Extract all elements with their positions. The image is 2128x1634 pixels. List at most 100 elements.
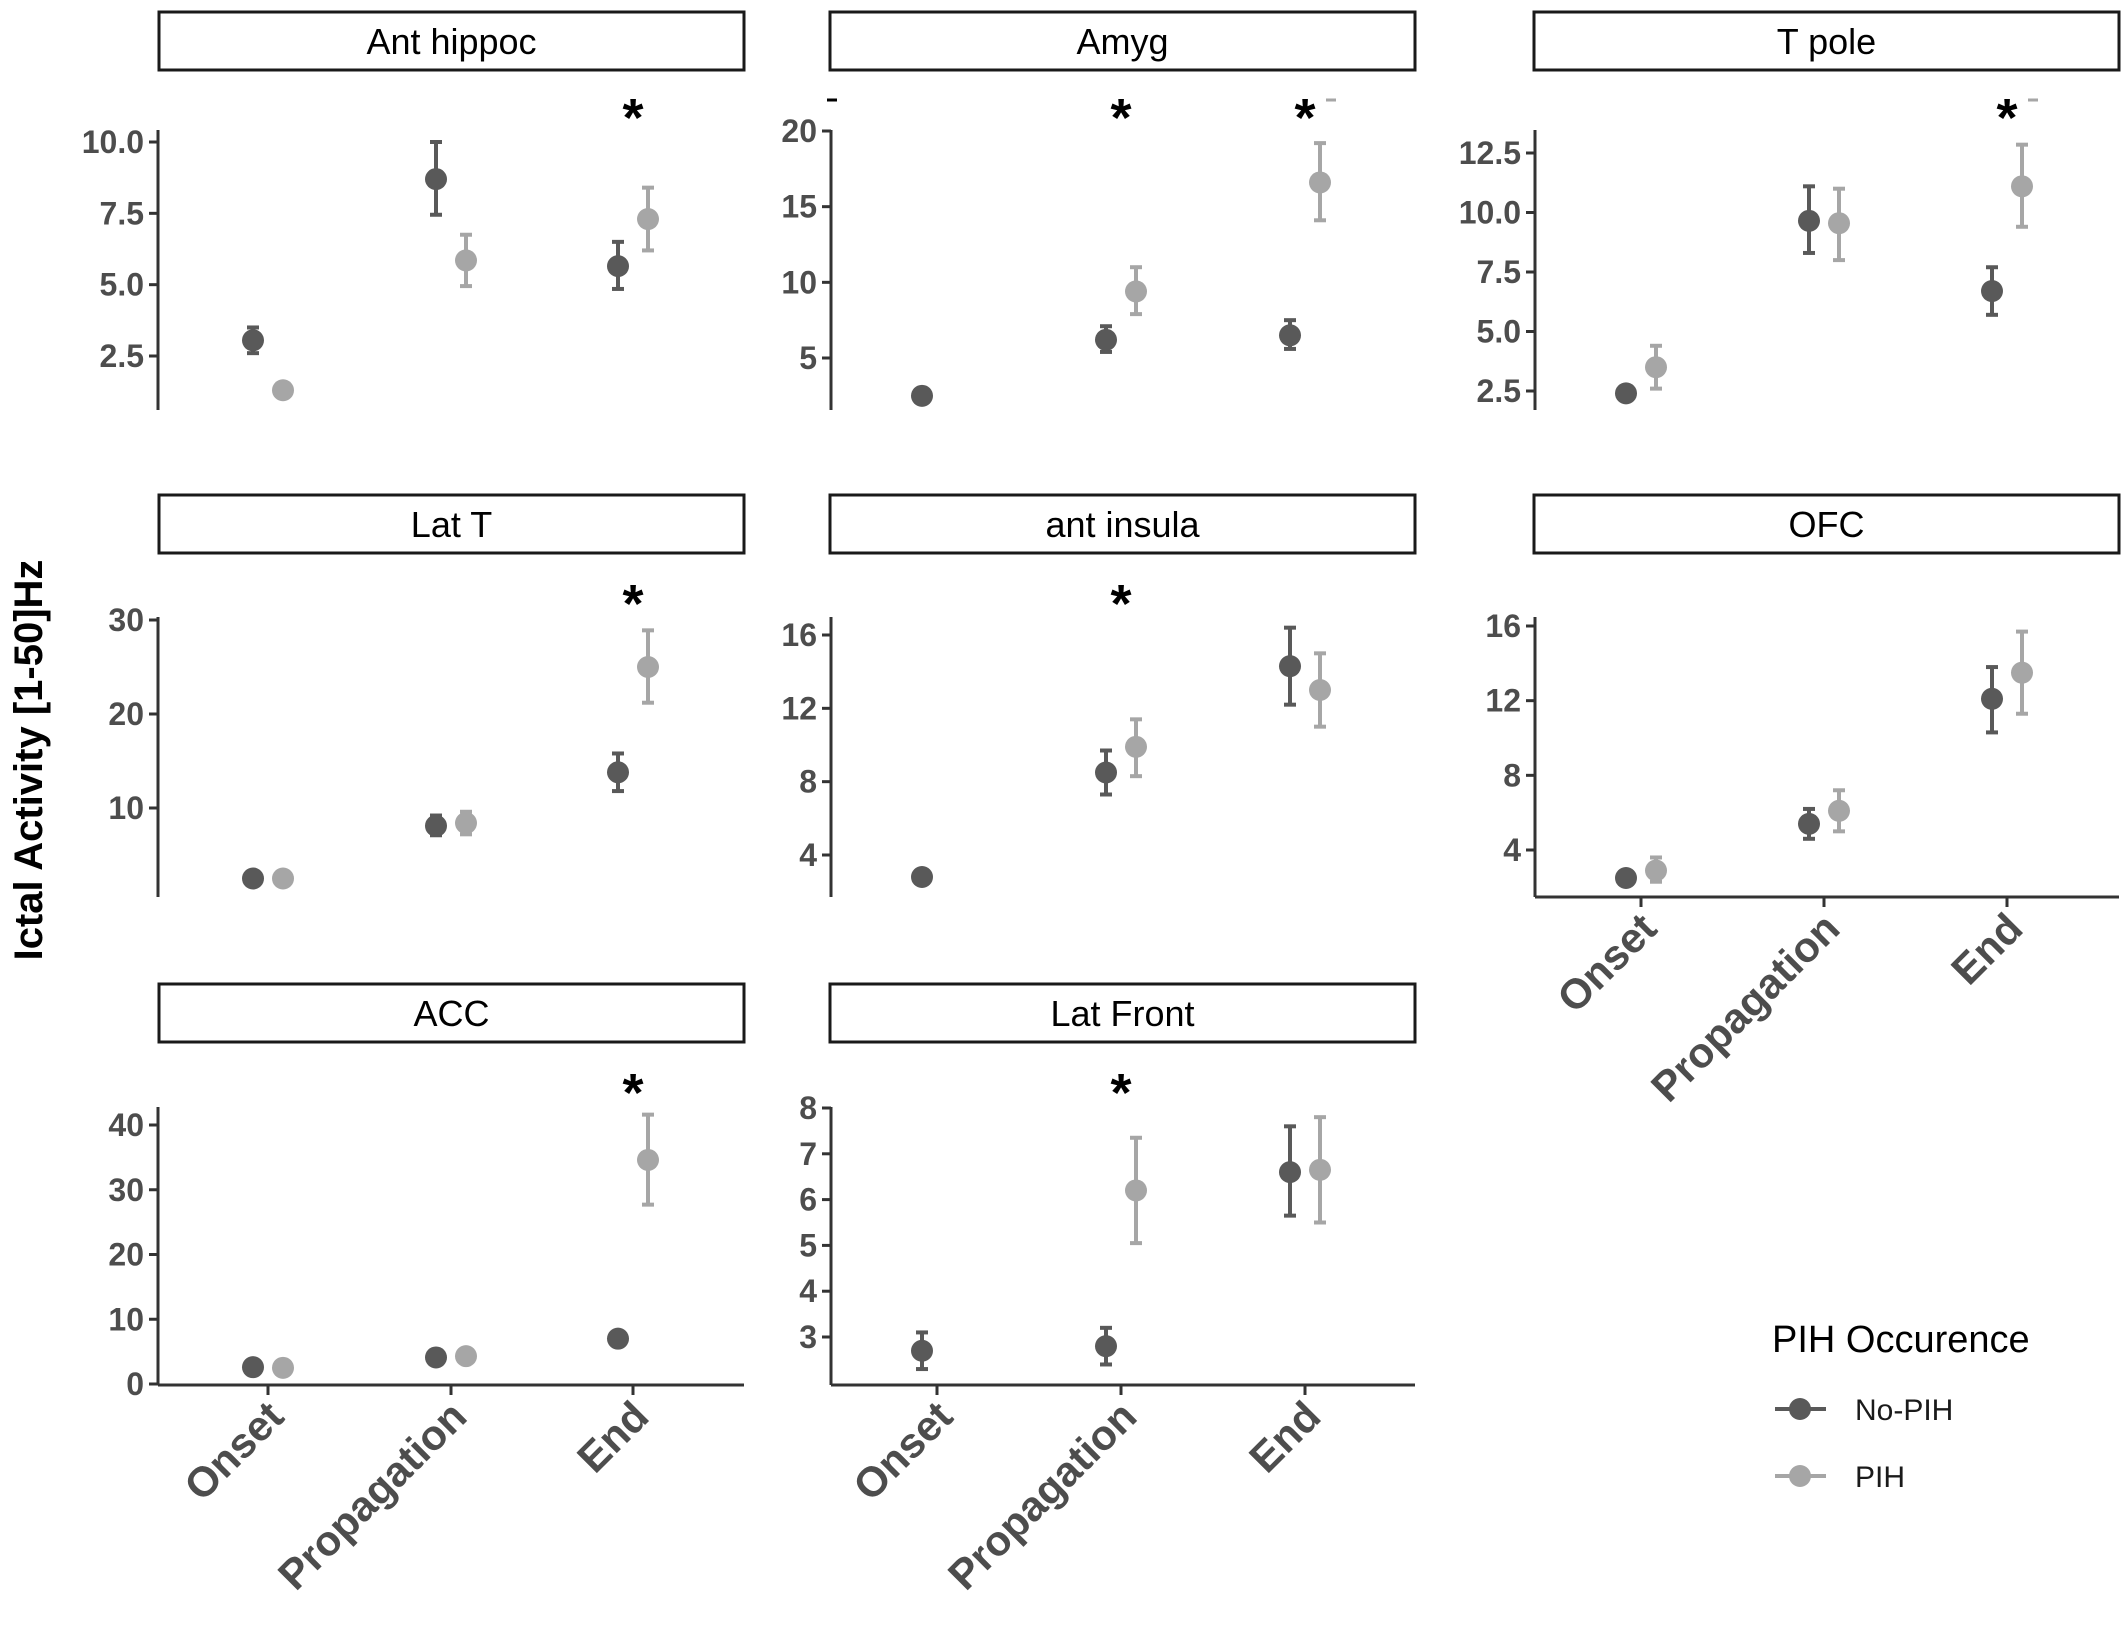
y-tick-label: 10	[781, 264, 817, 300]
series-no-pih	[911, 625, 1301, 888]
data-point	[1279, 655, 1301, 678]
legend-title: PIH Occurence	[1772, 1319, 2030, 1361]
significance-star: *	[1110, 574, 1131, 634]
y-tick-label: 4	[799, 1273, 817, 1309]
panel-strip	[157, 10, 746, 72]
data-point	[1279, 324, 1301, 347]
series-pih	[1645, 142, 2033, 391]
data-point	[1981, 687, 2003, 710]
y-tick-label: 12	[1485, 683, 1521, 719]
data-point	[425, 1346, 447, 1369]
legend-label-pih: PIH	[1855, 1461, 1905, 1494]
panel-ant-hippoc: Ant hippoc 2.5 5.0 7.5 10.0 *	[82, 10, 746, 410]
panel-title: ant insula	[1045, 504, 1200, 545]
data-point	[1309, 679, 1331, 701]
x-tick-label: Onset	[844, 1392, 961, 1509]
panel-ant-insula: ant insula 4 8 12 16 *	[781, 493, 1417, 897]
y-tick-label: 4	[799, 837, 817, 873]
data-point	[455, 1345, 477, 1368]
panel-strip	[157, 982, 746, 1044]
data-point	[1981, 280, 2003, 303]
y-tick-label: 2.5	[100, 338, 144, 374]
data-point	[1615, 867, 1637, 889]
data-point	[1095, 761, 1117, 784]
y-tick-label: 20	[108, 1237, 144, 1273]
legend-items: No-PIH PIH	[1775, 1394, 1953, 1494]
series-pih	[272, 185, 659, 402]
data-point	[607, 1327, 629, 1350]
data-point	[1828, 212, 1850, 235]
y-tick-label: 16	[1485, 608, 1521, 644]
data-point	[911, 866, 933, 888]
data-point	[1645, 859, 1667, 882]
panel-strip	[828, 493, 1417, 555]
legend-key-dot	[1789, 1398, 1811, 1420]
x-tick-label: End	[1240, 1392, 1329, 1481]
y-axis-label: Ictal Activity [1-50]Hz	[7, 560, 51, 961]
y-tick-label: 4	[1503, 832, 1521, 868]
series-no-pih	[911, 1124, 1301, 1372]
y-tick-label: 8	[799, 1090, 817, 1126]
x-tick-label: Onset	[175, 1392, 292, 1509]
data-point	[637, 656, 659, 678]
y-tick-label: 20	[781, 113, 817, 149]
y-tick-label: 20	[108, 696, 144, 732]
significance-star: *	[622, 574, 643, 634]
legend-key-dot	[1789, 1465, 1811, 1487]
panel-strip	[157, 493, 746, 555]
panel-title: ACC	[413, 993, 489, 1034]
data-point	[1309, 171, 1331, 194]
data-point	[1095, 1335, 1117, 1358]
y-tick-label: 6	[799, 1182, 817, 1218]
series-pih	[272, 628, 659, 890]
significance-star: *	[622, 1063, 643, 1123]
data-point	[637, 208, 659, 231]
significance-star: *	[1294, 88, 1315, 148]
y-tick-label: 7	[799, 1136, 817, 1172]
y-tick-label: 10	[108, 790, 144, 826]
data-point	[425, 814, 447, 837]
data-point	[2011, 175, 2033, 198]
y-tick-label: 10.0	[82, 124, 144, 160]
legend: PIH Occurence No-PIH PIH	[1772, 1319, 2030, 1494]
y-tick-label: 40	[108, 1107, 144, 1143]
data-point	[1309, 1158, 1331, 1181]
panel-strip	[1532, 10, 2121, 72]
data-point	[272, 379, 294, 402]
x-tick-label: Onset	[1548, 904, 1665, 1021]
panel-amyg: Amyg 5 10 15 20 * *	[781, 10, 1417, 410]
significance-star: *	[1996, 88, 2017, 148]
data-point	[1615, 382, 1637, 405]
y-tick-label: 2.5	[1477, 373, 1521, 409]
panel-title: OFC	[1789, 504, 1865, 545]
data-point	[1645, 356, 1667, 379]
y-tick-label: 5	[799, 1227, 817, 1263]
panel-strip	[828, 10, 1417, 72]
data-point	[1279, 1161, 1301, 1184]
y-tick-label: 12.5	[1459, 135, 1521, 171]
data-point	[1125, 1179, 1147, 1202]
y-tick-label: 5.0	[1477, 314, 1521, 350]
data-point	[242, 329, 264, 352]
data-point	[455, 812, 477, 835]
x-tick-label: Propagation	[1642, 904, 1848, 1110]
panel-title: Lat T	[411, 504, 492, 545]
data-point	[1828, 799, 1850, 822]
y-tick-label: 10.0	[1459, 195, 1521, 231]
panel-title: Ant hippoc	[366, 21, 536, 62]
x-tick-label: Propagation	[269, 1392, 475, 1598]
y-tick-label: 16	[781, 617, 817, 653]
series-pih	[1125, 1115, 1331, 1246]
series-pih	[1645, 629, 2033, 884]
data-point	[2011, 661, 2033, 684]
y-tick-label: 5	[799, 340, 817, 376]
data-point	[607, 761, 629, 784]
y-tick-label: 8	[1503, 757, 1521, 793]
series-pih	[1125, 141, 1331, 317]
x-tick-label: Propagation	[939, 1392, 1145, 1598]
data-point	[637, 1148, 659, 1171]
